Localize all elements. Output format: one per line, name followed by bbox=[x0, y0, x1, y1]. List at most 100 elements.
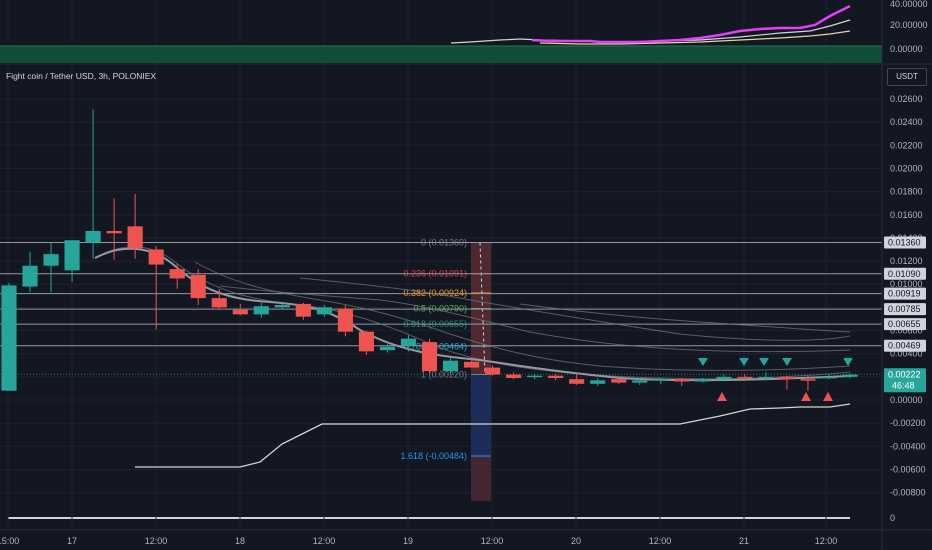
price-tick-label: 0.01000 bbox=[890, 279, 923, 289]
last-price-tag bbox=[884, 368, 926, 393]
sell-signal-marker bbox=[843, 358, 853, 366]
moving-average-line bbox=[94, 246, 851, 380]
fib-level-label: 0.382 (0.00924) bbox=[403, 288, 467, 298]
candle-body bbox=[442, 360, 459, 372]
price-level-tag-label: 0.00469 bbox=[888, 341, 921, 351]
price-tick-label: -0.00600 bbox=[890, 464, 926, 474]
candle-body bbox=[800, 379, 816, 381]
time-tick-label: 21 bbox=[739, 536, 749, 546]
price-level-tag-label: 0.01360 bbox=[888, 238, 921, 248]
candle-body bbox=[43, 254, 59, 266]
price-level-tag-label: 0.01090 bbox=[888, 269, 921, 279]
candle-body bbox=[485, 367, 501, 375]
price-tick-label: 0.02000 bbox=[890, 163, 923, 173]
price-level-tag-label: 0.00919 bbox=[888, 289, 921, 299]
candle-body bbox=[842, 374, 858, 377]
signals bbox=[698, 358, 853, 401]
price-tick-label: -0.00200 bbox=[890, 418, 926, 428]
price-level-tag bbox=[884, 267, 926, 280]
candle-body bbox=[695, 379, 711, 382]
time-tick-label: 19 bbox=[403, 536, 413, 546]
fib-trend-line bbox=[479, 242, 486, 375]
buy-signal-marker bbox=[717, 392, 727, 401]
buy-signal-marker bbox=[801, 392, 811, 401]
candle-body bbox=[653, 379, 669, 381]
time-tick-label: 15:00 bbox=[0, 536, 19, 546]
candle-body bbox=[779, 376, 795, 380]
candle-body bbox=[421, 342, 438, 372]
candle-body bbox=[22, 265, 38, 287]
candle-body bbox=[548, 375, 564, 379]
indicator-tick-label: 40.00000 bbox=[890, 0, 928, 9]
moving-average-line bbox=[219, 285, 851, 353]
time-tick-label: 20 bbox=[571, 536, 581, 546]
indicator-pane bbox=[0, 4, 882, 63]
candle-body bbox=[358, 331, 374, 352]
candle-body bbox=[611, 379, 627, 383]
indicator-band bbox=[0, 46, 882, 63]
candle-body bbox=[211, 298, 227, 308]
candle-body bbox=[127, 226, 143, 249]
time-axis[interactable]: 15:00 17 12:00 18 12:00 19 12:00 20 12:00 21 12:00 bbox=[0, 536, 837, 546]
indicator-tick-label: 20.00000 bbox=[890, 20, 928, 30]
candle-body bbox=[379, 346, 396, 351]
sell-signal-marker bbox=[759, 358, 769, 366]
time-tick-label: 17 bbox=[67, 536, 77, 546]
candle-body bbox=[569, 379, 585, 384]
candle-body bbox=[716, 376, 732, 380]
candle-body bbox=[1, 285, 17, 391]
time-tick-label: 12:00 bbox=[313, 536, 336, 546]
time-tick-label: 12:00 bbox=[145, 536, 168, 546]
candle-body bbox=[527, 375, 543, 378]
candle-body bbox=[253, 306, 269, 315]
indicator-beige-line bbox=[539, 30, 851, 45]
buy-signal-marker bbox=[823, 392, 833, 401]
candle-body bbox=[674, 379, 690, 382]
price-tick-label: 0.01200 bbox=[890, 256, 923, 266]
candle-body bbox=[400, 338, 417, 346]
time-tick-label: 12:00 bbox=[481, 536, 504, 546]
fib-level-label: 0.5 (0.00790) bbox=[413, 304, 467, 314]
price-level-tag-label: 0.00785 bbox=[888, 304, 921, 314]
price-level-tag bbox=[884, 236, 926, 249]
currency-button[interactable]: USDT bbox=[887, 68, 927, 86]
candle-body bbox=[148, 249, 164, 265]
fib-level-label: 1.618 (-0.00484) bbox=[400, 451, 467, 461]
candle-body bbox=[169, 269, 185, 279]
price-tick-label: 0.01800 bbox=[890, 187, 923, 197]
stop-line bbox=[135, 403, 851, 468]
price-tick-label: 0.01600 bbox=[890, 210, 923, 220]
price-tick-label: 0.00400 bbox=[890, 349, 923, 359]
indicator-tick-label: 0.00000 bbox=[890, 44, 923, 54]
candle-body bbox=[737, 376, 753, 379]
candle-body bbox=[190, 274, 206, 299]
candle-body bbox=[337, 308, 353, 332]
candle-body bbox=[506, 374, 522, 379]
price-level-tag-label: 0.00655 bbox=[888, 319, 921, 329]
candle-body bbox=[232, 309, 248, 315]
candle-body bbox=[758, 376, 774, 379]
candle-body bbox=[85, 230, 101, 243]
moving-average-line bbox=[519, 303, 851, 333]
fib-level-label: 1 (0.00220) bbox=[421, 370, 467, 380]
price-tick-label: 0.02400 bbox=[890, 117, 923, 127]
fib-zone-lower-red bbox=[471, 456, 491, 501]
price-tick-label: 0.02200 bbox=[890, 140, 923, 150]
candle-body bbox=[274, 305, 290, 308]
time-tick-label: 18 bbox=[235, 536, 245, 546]
candle-body bbox=[463, 361, 480, 368]
indicator-magenta-line bbox=[531, 4, 851, 44]
fibonacci-retracement[interactable]: 0 (0.01360)0.236 (0.01091)0.382 (0.00924… bbox=[0, 238, 882, 501]
candle-body bbox=[821, 376, 837, 379]
candle-body bbox=[590, 380, 606, 384]
price-level-tag bbox=[884, 318, 926, 331]
countdown-label: 46:48 bbox=[892, 380, 915, 390]
last-price-label: 0.00222 bbox=[888, 369, 921, 379]
price-level-tag bbox=[884, 287, 926, 300]
candle-body bbox=[295, 303, 311, 317]
price-tick-label: 0.02600 bbox=[890, 94, 923, 104]
